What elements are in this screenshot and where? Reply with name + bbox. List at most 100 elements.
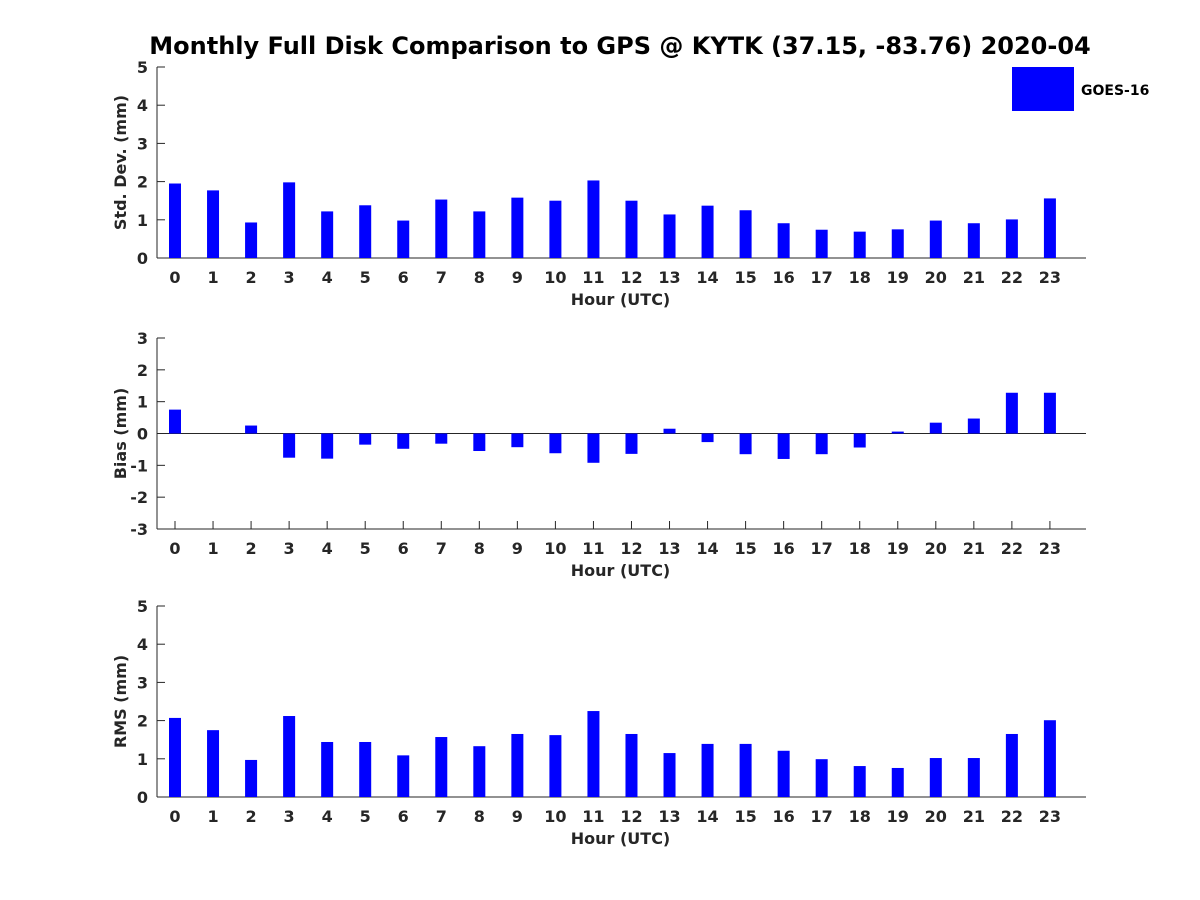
bias-y-tick-label: -3 [130, 520, 148, 539]
rms-bar-hour-18 [853, 766, 866, 797]
stddev-x-tick-label: 14 [696, 268, 718, 287]
rms-bar-hour-4 [321, 741, 334, 797]
bias-x-tick-label: 10 [544, 539, 566, 558]
stddev-bar-hour-5 [359, 205, 372, 258]
bias-x-tick-label: 3 [284, 539, 295, 558]
rms-y-tick-label: 5 [137, 597, 148, 616]
rms-x-tick-label: 16 [773, 807, 795, 826]
stddev-x-axis-label: Hour (UTC) [571, 290, 671, 309]
stddev-bar-hour-9 [511, 197, 524, 258]
rms-bar-hour-12 [625, 733, 638, 797]
bias-x-axis-label: Hour (UTC) [571, 561, 671, 580]
stddev-y-tick-label: 2 [137, 173, 148, 192]
bias-bar-hour-11 [587, 433, 600, 463]
rms-bar-hour-5 [359, 741, 372, 797]
stddev-bar-hour-14 [701, 205, 714, 258]
rms-x-tick-label: 22 [1001, 807, 1023, 826]
bias-x-tick-label: 2 [246, 539, 257, 558]
stddev-y-tick-label: 3 [137, 134, 148, 153]
stddev-x-tick-label: 2 [246, 268, 257, 287]
bias-bar-hour-20 [929, 422, 942, 434]
bias-bar-hour-14 [701, 433, 714, 443]
stddev-bar-hour-1 [207, 190, 220, 258]
stddev-bar-hour-23 [1043, 198, 1056, 258]
bias-bar-hour-6 [397, 433, 410, 449]
bias-x-tick-label: 1 [207, 539, 218, 558]
stddev-bar-hour-11 [587, 180, 600, 258]
stddev-bar-hour-8 [473, 211, 486, 258]
rms-bar-hour-16 [777, 750, 790, 797]
rms-bar-hour-23 [1043, 720, 1056, 797]
rms-x-tick-label: 13 [658, 807, 680, 826]
rms-y-tick-label: 1 [137, 750, 148, 769]
rms-bar-hour-20 [929, 758, 942, 797]
stddev-x-tick-label: 22 [1001, 268, 1023, 287]
stddev-x-tick-label: 20 [925, 268, 947, 287]
rms-bar-hour-15 [739, 743, 752, 797]
rms-x-tick-label: 12 [620, 807, 642, 826]
stddev-y-tick-label: 4 [137, 96, 148, 115]
bias-x-tick-label: 22 [1001, 539, 1023, 558]
rms-bar-hour-22 [1005, 733, 1018, 797]
stddev-bar-hour-22 [1005, 219, 1018, 258]
bias-x-tick-label: 16 [773, 539, 795, 558]
rms-y-axis-label: RMS (mm) [111, 655, 130, 748]
rms-y-tick-label: 0 [137, 788, 148, 807]
bias-bar-hour-22 [1005, 392, 1018, 434]
rms-x-tick-label: 4 [322, 807, 333, 826]
rms-bar-hour-9 [511, 733, 524, 797]
bias-bar-hour-3 [283, 433, 296, 458]
rms-bar-hour-3 [283, 716, 296, 797]
stddev-x-tick-label: 17 [811, 268, 833, 287]
stddev-bar-hour-7 [435, 199, 448, 258]
rms-bar-hour-2 [245, 759, 258, 797]
stddev-bar-hour-18 [853, 231, 866, 258]
stddev-y-tick-label: 5 [137, 58, 148, 77]
bias-x-tick-label: 11 [582, 539, 604, 558]
rms-bar-hour-8 [473, 746, 486, 797]
stddev-y-tick-label: 1 [137, 211, 148, 230]
stddev-bar-hour-10 [549, 200, 562, 258]
bias-x-tick-label: 13 [658, 539, 680, 558]
rms-x-tick-label: 0 [169, 807, 180, 826]
bias-y-tick-label: 3 [137, 329, 148, 348]
stddev-x-tick-label: 11 [582, 268, 604, 287]
rms-bar-hour-0 [169, 717, 181, 797]
bias-bar-hour-23 [1043, 392, 1056, 434]
bias-bar-hour-9 [511, 433, 524, 448]
stddev-x-tick-label: 12 [620, 268, 642, 287]
stddev-bar-hour-3 [283, 182, 296, 258]
bias-x-tick-label: 0 [169, 539, 180, 558]
rms-bar-hour-1 [207, 730, 220, 797]
bias-bar-hour-18 [853, 433, 866, 448]
bias-x-tick-label: 15 [734, 539, 756, 558]
rms-x-tick-label: 14 [696, 807, 718, 826]
stddev-x-tick-label: 8 [474, 268, 485, 287]
bias-y-tick-label: 0 [137, 425, 148, 444]
rms-bar-hour-19 [891, 767, 904, 797]
bias-x-tick-label: 5 [360, 539, 371, 558]
rms-x-tick-label: 23 [1039, 807, 1061, 826]
stddev-x-tick-label: 5 [360, 268, 371, 287]
bias-bar-hour-12 [625, 433, 638, 454]
stddev-bar-hour-16 [777, 223, 790, 258]
stddev-x-tick-label: 15 [734, 268, 756, 287]
rms-bar-hour-11 [587, 711, 600, 797]
stddev-x-tick-label: 3 [284, 268, 295, 287]
bias-x-tick-label: 21 [963, 539, 985, 558]
rms-x-tick-label: 20 [925, 807, 947, 826]
stddev-x-tick-label: 16 [773, 268, 795, 287]
bias-x-tick-label: 23 [1039, 539, 1061, 558]
bias-x-tick-label: 9 [512, 539, 523, 558]
stddev-x-tick-label: 9 [512, 268, 523, 287]
bias-y-axis-label: Bias (mm) [111, 388, 130, 480]
stddev-bar-hour-20 [929, 220, 942, 258]
stddev-x-tick-label: 21 [963, 268, 985, 287]
legend-swatch [1012, 67, 1074, 111]
stddev-bar-hour-0 [169, 183, 181, 258]
rms-bar-hour-6 [397, 755, 410, 797]
rms-y-tick-label: 4 [137, 635, 148, 654]
